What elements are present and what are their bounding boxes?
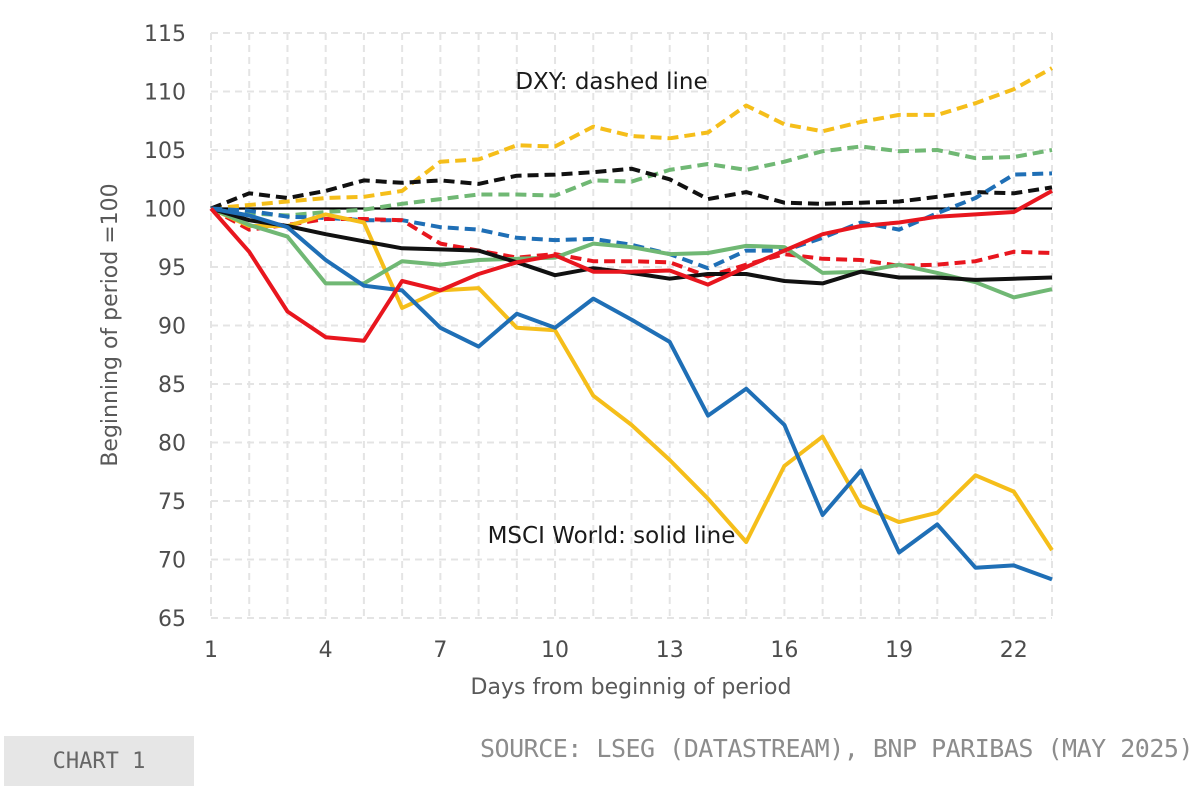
series-line-2-dashed (210, 166, 1053, 211)
y-axis-title: Beginning of period =100 (98, 183, 123, 466)
y-axis-ticks: 65 70 75 80 85 90 95 100 105 110 115 (144, 22, 186, 632)
x-tick-label-1: 4 (319, 638, 333, 663)
series-line-1-dashed (210, 144, 1053, 218)
annotation-0: DXY: dashed line (515, 69, 707, 95)
annotations: DXY: dashed line MSCI World: solid line (488, 69, 736, 549)
x-tick-label-2: 7 (433, 638, 447, 663)
source-note: SOURCE: LSEG (DATASTREAM), BNP PARIBAS (… (479, 734, 1194, 763)
line-chart: 65 70 75 80 85 90 95 100 105 110 115 1 4 7 10 13 16 19 22… (98, 22, 1054, 700)
y-tick-label-0: 65 (158, 607, 186, 632)
x-tick-label-5: 16 (770, 638, 798, 663)
annotation-1: MSCI World: solid line (488, 523, 736, 549)
x-tick-label-7: 22 (1000, 638, 1028, 663)
y-tick-label-5: 90 (158, 315, 186, 340)
y-tick-label-1: 70 (158, 549, 186, 574)
series-line-9-solid (209, 189, 1053, 343)
series-lines (209, 66, 1054, 582)
x-axis-title: Days from beginnig of period (471, 675, 792, 700)
series-line-5-solid (210, 206, 1054, 552)
y-tick-label-2: 75 (158, 490, 186, 515)
x-axis-ticks: 1 4 7 10 13 16 19 22 (204, 638, 1028, 663)
chart-label: CHART 1 (4, 736, 194, 786)
y-tick-label-7: 100 (144, 198, 186, 223)
y-tick-label-9: 110 (144, 81, 186, 106)
y-tick-label-3: 80 (158, 432, 186, 457)
x-tick-label-0: 1 (204, 638, 218, 663)
series-line-0-dashed (210, 66, 1053, 211)
series-line-6-solid (210, 206, 1053, 300)
x-tick-label-3: 10 (541, 638, 569, 663)
x-tick-label-6: 19 (885, 638, 913, 663)
y-tick-label-10: 115 (144, 22, 186, 47)
x-tick-label-4: 13 (656, 638, 684, 663)
y-tick-label-6: 95 (158, 256, 186, 281)
y-tick-label-4: 85 (158, 373, 186, 398)
y-tick-label-8: 105 (144, 139, 186, 164)
series-line-8-solid (210, 206, 1053, 582)
